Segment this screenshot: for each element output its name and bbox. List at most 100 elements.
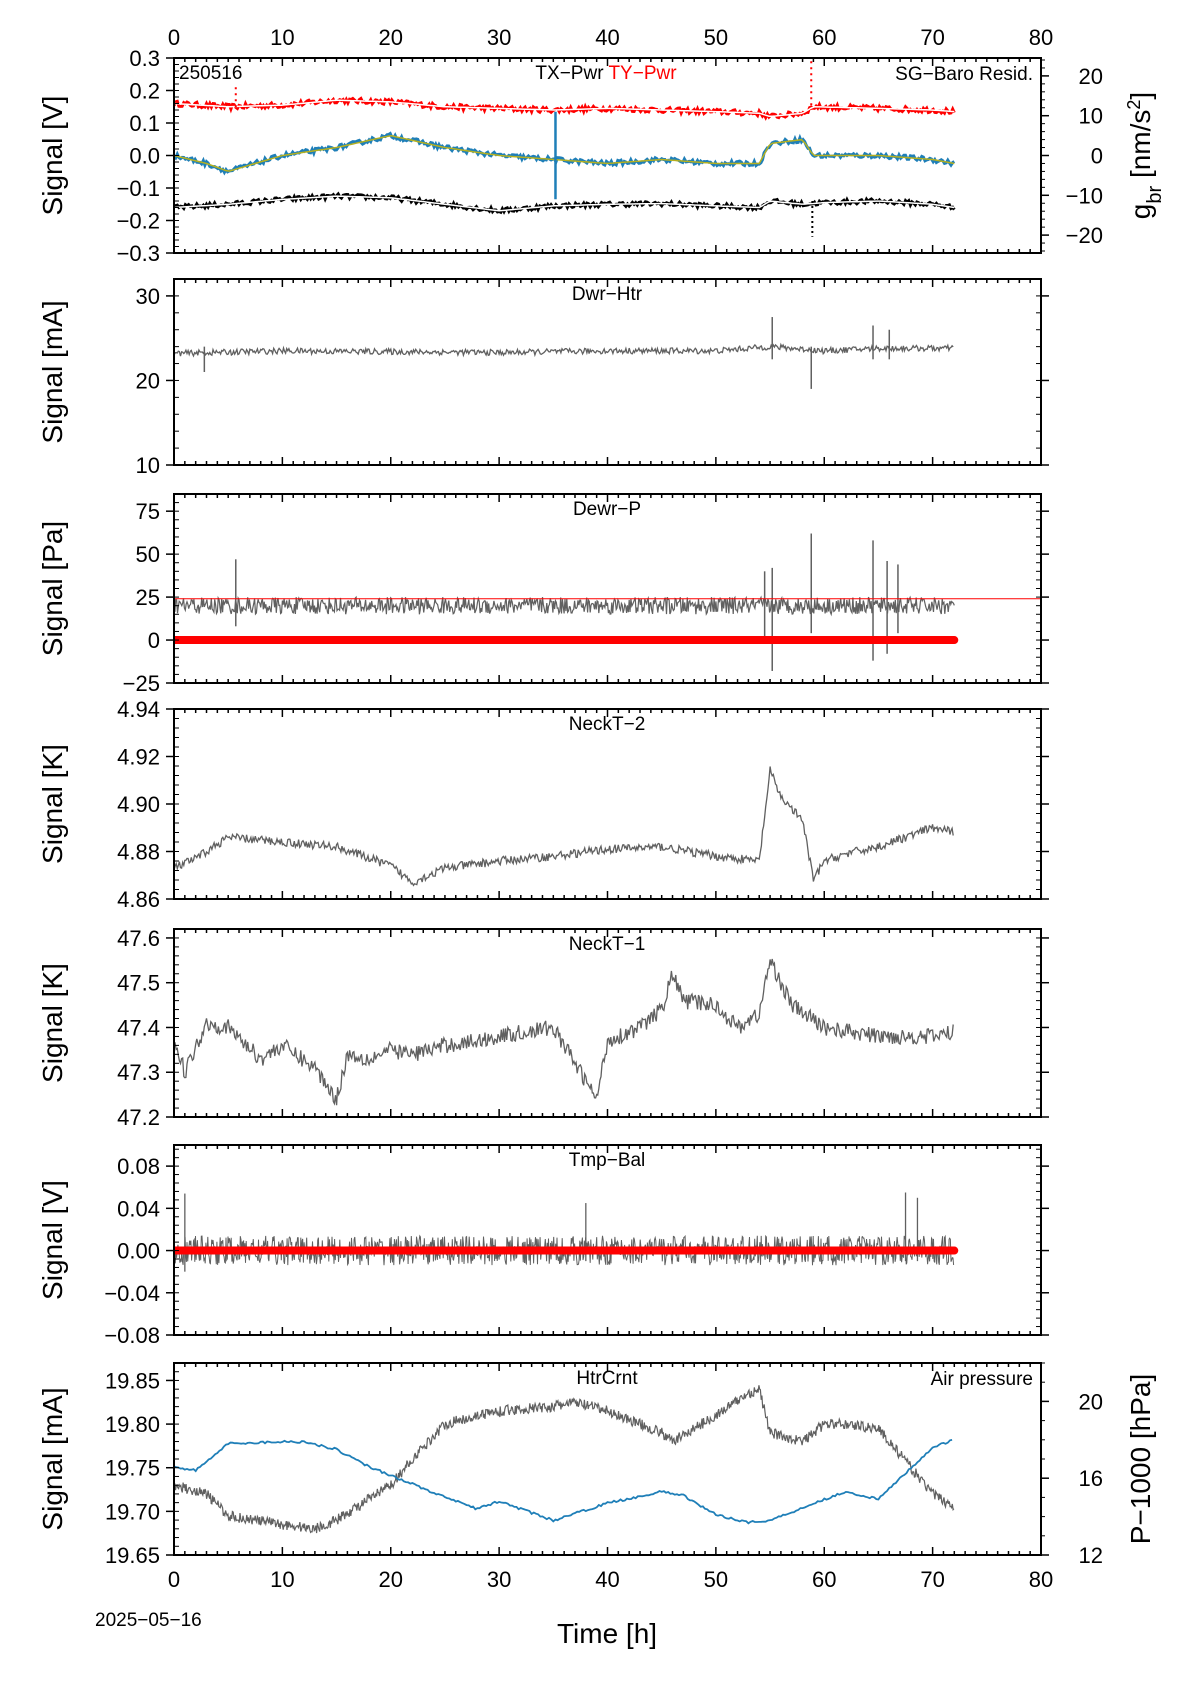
panel-id-label: 250516 xyxy=(179,63,242,84)
y-right-tick-label: 20 xyxy=(1079,64,1103,89)
panel-title: Dewr−P xyxy=(573,499,641,520)
x-tick-label: 70 xyxy=(920,1567,944,1592)
x-tick-label-top: 40 xyxy=(595,25,619,50)
y-right-title-sup: 2 xyxy=(1124,100,1144,110)
x-tick-label: 30 xyxy=(487,1567,511,1592)
x-tick-label: 10 xyxy=(270,1567,294,1592)
x-tick-label-top: 30 xyxy=(487,25,511,50)
y-right-tick-label: 20 xyxy=(1079,1389,1103,1414)
legend-air-pressure: Air pressure xyxy=(931,1369,1033,1390)
plot-area xyxy=(174,766,954,887)
panel-7: 19.85 19.80 19.75 19.70 19.65 20 16 12 Signal [m… xyxy=(37,1362,1156,1592)
y-tick-label: 4.90 xyxy=(117,792,160,817)
y-axis-title: Signal [V] xyxy=(37,96,68,216)
panel-title: TX−Pwr TY−Pwr xyxy=(535,63,677,84)
y-right-tick-label: −20 xyxy=(1066,223,1103,248)
y-right-tick-label: 12 xyxy=(1079,1543,1103,1568)
y-tick-label: 0.3 xyxy=(129,46,160,71)
y-tick-label: −0.1 xyxy=(117,176,160,201)
series-neckt-2 xyxy=(174,766,954,887)
series-ty-pwr-mean xyxy=(174,99,955,118)
x-tick-label-top: 10 xyxy=(270,25,294,50)
x-tick-label-top: 60 xyxy=(812,25,836,50)
y-tick-label: 0.04 xyxy=(117,1196,160,1221)
y-right-title-sub: br xyxy=(1144,186,1166,204)
panel-frame xyxy=(173,278,1042,466)
y-tick-label: 19.85 xyxy=(105,1368,160,1393)
y-axis-title: Signal [Pa] xyxy=(37,521,68,656)
y-tick-label: −0.2 xyxy=(117,209,160,234)
plot-area xyxy=(174,958,954,1106)
series-dwr-htr xyxy=(174,342,954,358)
y-tick-label: 0.0 xyxy=(129,144,160,169)
y-right-axis-title: P−1000 [hPa] xyxy=(1125,1374,1156,1544)
y-tick-label: 75 xyxy=(136,499,160,524)
y-tick-label: 4.88 xyxy=(117,840,160,865)
y-tick-label: 47.3 xyxy=(117,1060,160,1085)
y-axis-title: Signal [mA] xyxy=(37,1387,68,1530)
plot-area xyxy=(174,1385,955,1534)
panel-title: Dwr−Htr xyxy=(572,284,643,305)
chart-panels: 0.30.20.10.0−0.1−0.2−0.320100−10−20Signa… xyxy=(37,25,1166,1592)
y-tick-label: 47.6 xyxy=(117,926,160,951)
y-tick-label: 0.08 xyxy=(117,1154,160,1179)
legend-sg-baro: SG−Baro Resid. xyxy=(895,64,1033,85)
x-tick-label-top: 20 xyxy=(379,25,403,50)
y-right-title-unit: [nm/s xyxy=(1125,110,1156,186)
series-tx-pwr-mean xyxy=(174,195,955,212)
x-tick-label: 80 xyxy=(1029,1567,1053,1592)
panel-frame xyxy=(173,493,1042,684)
y-tick-label: 20 xyxy=(136,368,160,393)
y-tick-label: 0.00 xyxy=(117,1239,160,1264)
y-right-title-main: g xyxy=(1125,204,1156,220)
plot-area xyxy=(174,533,1041,671)
panel-frame xyxy=(173,708,1042,900)
panel-title: Tmp−Bal xyxy=(569,1150,646,1171)
x-tick-label: 50 xyxy=(704,1567,728,1592)
y-right-tick-label: 0 xyxy=(1091,144,1103,169)
y-right-tick-label: 10 xyxy=(1079,104,1103,129)
x-tick-label: 0 xyxy=(168,1567,180,1592)
y-tick-label: 0.1 xyxy=(129,111,160,136)
y-tick-label: 30 xyxy=(136,284,160,309)
panel-4: 4.94 4.92 4.90 4.88 4.86 Signal [K] NeckT−2 xyxy=(37,697,1049,912)
panel-6: 0.08 0.04 0.00 −0.04 −0.08 Signal [V] Tmp−Bal xyxy=(37,1144,1049,1348)
x-tick-label: 60 xyxy=(812,1567,836,1592)
series-tx-pwr xyxy=(174,191,956,215)
series-sg-baro-fit xyxy=(174,135,955,172)
y-tick-label: 25 xyxy=(136,585,160,610)
panel-1: 0.30.20.10.0−0.1−0.2−0.320100−10−20Signa… xyxy=(37,25,1166,266)
y-tick-label: −0.3 xyxy=(117,241,160,266)
y-tick-label: 4.94 xyxy=(117,697,160,722)
panel-2: 30 20 10 Signal [mA] Dwr−Htr xyxy=(37,278,1049,478)
y-tick-label: 0 xyxy=(148,628,160,653)
x-tick-label-top: 70 xyxy=(920,25,944,50)
y-tick-label: 10 xyxy=(136,453,160,478)
panel-3: 75 50 25 0 −25 Signal [Pa] Dewr−P xyxy=(37,493,1049,696)
y-tick-label: 19.65 xyxy=(105,1543,160,1568)
y-tick-label: 19.75 xyxy=(105,1456,160,1481)
y-tick-label: 19.80 xyxy=(105,1412,160,1437)
x-tick-label: 40 xyxy=(595,1567,619,1592)
series-htrcrnt xyxy=(174,1385,955,1534)
y-tick-label: 0.2 xyxy=(129,79,160,104)
y-right-tick-label: −10 xyxy=(1066,183,1103,208)
panel-title: NeckT−1 xyxy=(569,934,646,955)
series-neckt-1 xyxy=(174,958,954,1106)
y-tick-label: −0.04 xyxy=(104,1281,160,1306)
x-tick-label-top: 0 xyxy=(168,25,180,50)
y-tick-label: 4.92 xyxy=(117,745,160,770)
y-axis-title: Signal [K] xyxy=(37,744,68,864)
y-tick-label: 47.4 xyxy=(117,1015,160,1040)
panel-5: 47.6 47.5 47.4 47.3 47.2 Signal [K] NeckT−1 xyxy=(37,926,1049,1130)
x-tick-label-top: 50 xyxy=(704,25,728,50)
date-label: 2025−05−16 xyxy=(95,1610,202,1631)
panel-frame xyxy=(173,928,1042,1118)
y-tick-label: 50 xyxy=(136,542,160,567)
legend-tx-pwr: TX−Pwr xyxy=(535,63,608,84)
panel-title: NeckT−2 xyxy=(569,714,646,735)
y-tick-label: 47.5 xyxy=(117,971,160,996)
y-axis-title: Signal [V] xyxy=(37,1180,68,1300)
series-dewr-p xyxy=(174,595,955,617)
